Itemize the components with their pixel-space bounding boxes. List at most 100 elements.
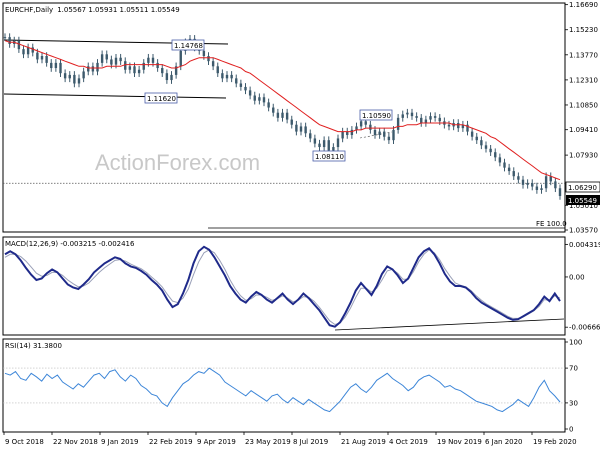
candle-body [383,131,386,137]
candle-body [549,176,552,182]
candle-body [359,121,363,127]
candle-body [165,73,169,81]
candle-body [480,140,483,146]
candle-body [133,66,136,74]
candle-body [276,112,280,118]
macd-axis-label: -0.006663 [569,324,600,332]
candle-body [170,74,173,81]
candle-body [401,114,404,118]
price-axis: 1.16690 1.15230 1.13770 1.12310 1.10850 1.094… [565,1,598,235]
candle-body [322,140,326,148]
date-axis-label: 4 Oct 2019 [389,438,428,446]
candle-body [355,126,358,130]
candle-body [248,90,252,96]
rsi-axis-label: 30 [569,399,578,407]
candle-body [253,95,256,101]
macd-main-line [4,245,561,328]
last-price-box: 1.05549 [566,195,600,205]
svg-text:1.05549: 1.05549 [568,197,597,205]
price-pane: ActionForex.com EURCHF,Daily 1.05567 1.05… [2,1,600,235]
candle-body [54,62,58,69]
candle-body [22,49,25,55]
price-axis-label: 1.07930 [569,152,598,160]
candle-body [512,171,515,177]
candle-body [281,112,284,118]
candle-body [285,112,289,120]
candle-body [503,162,506,168]
candle-body [341,131,344,139]
candle-body [429,116,432,120]
candle-body [466,124,469,132]
candle-body [295,124,298,132]
candle-body [142,62,145,70]
candle-body [410,112,414,117]
candle-body [517,176,520,180]
candle-body [558,188,562,196]
candle-body [457,122,460,129]
candle-body [114,57,118,65]
candle-body [540,188,543,190]
candle-body [161,68,164,74]
candle-body [521,179,525,185]
macd-axis-label: 0.00 [569,273,585,281]
candle-body [36,52,39,60]
reference-price-box: 1.06290 [565,181,600,193]
candle-body [346,131,349,136]
candle-body [110,59,113,65]
watermark: ActionForex.com [95,150,260,175]
macd-pane: MACD(12,26,9) -0.003215 -0.002416 0.0043… [2,236,600,336]
price-pane-title: EURCHF,Daily 1.05567 1.05931 1.05511 1.05… [5,6,180,14]
candle-body [244,86,247,91]
candle-body [424,119,428,123]
date-axis-label: 23 May 2019 [245,438,291,446]
macd-axis: 0.004319 0.00 -0.006663 [565,241,600,332]
date-axis-label: 9 Jan 2019 [101,438,139,446]
svg-text:1.06290: 1.06290 [568,184,597,192]
rsi-pane: RSI(14) 31.3800 100 70 30 0 [2,338,582,434]
candle-body [31,47,34,53]
candle-body [433,116,437,118]
candle-body [73,74,76,84]
date-axis-label: 19 Feb 2020 [533,438,577,446]
candle-body [396,117,400,130]
candle-body [156,62,159,69]
rsi-title: RSI(14) 31.3800 [5,342,62,350]
candle-body [267,102,270,108]
date-axis-label: 22 Feb 2019 [149,438,193,446]
candle-body [40,56,44,60]
moving-average-line [4,40,561,181]
candle-body [350,129,354,136]
candle-body [68,74,71,79]
candle-body [137,69,141,74]
candle-body [8,37,11,44]
candle-body [82,71,85,79]
price-axis-label: 1.15230 [569,26,598,34]
date-axis-label: 9 Apr 2019 [197,438,236,446]
svg-text:1.08110: 1.08110 [315,153,344,161]
candle-body [96,62,99,72]
annotation-1-10590: 1.10590 [359,109,393,121]
candle-body [415,116,418,118]
candle-body [420,117,423,123]
candle-body [544,176,548,189]
candle-body [50,62,53,69]
candle-body [378,131,381,136]
candle-body [406,112,409,115]
candle-body [489,148,492,153]
candle-body [438,117,441,122]
candle-body [17,40,21,50]
candle-body [373,129,377,136]
candle-body [309,133,312,139]
candle-body [91,66,95,72]
candle-body [336,138,340,148]
candle-body [225,74,229,79]
candle-body [447,124,451,127]
candle-body [216,66,219,74]
date-axis-label: 19 Nov 2019 [437,438,482,446]
candle-body [484,145,488,149]
candle-body [299,126,303,132]
candle-body [258,97,261,101]
candle-body [262,97,266,103]
candle-body [470,131,474,137]
rsi-axis-label: 100 [569,339,582,347]
